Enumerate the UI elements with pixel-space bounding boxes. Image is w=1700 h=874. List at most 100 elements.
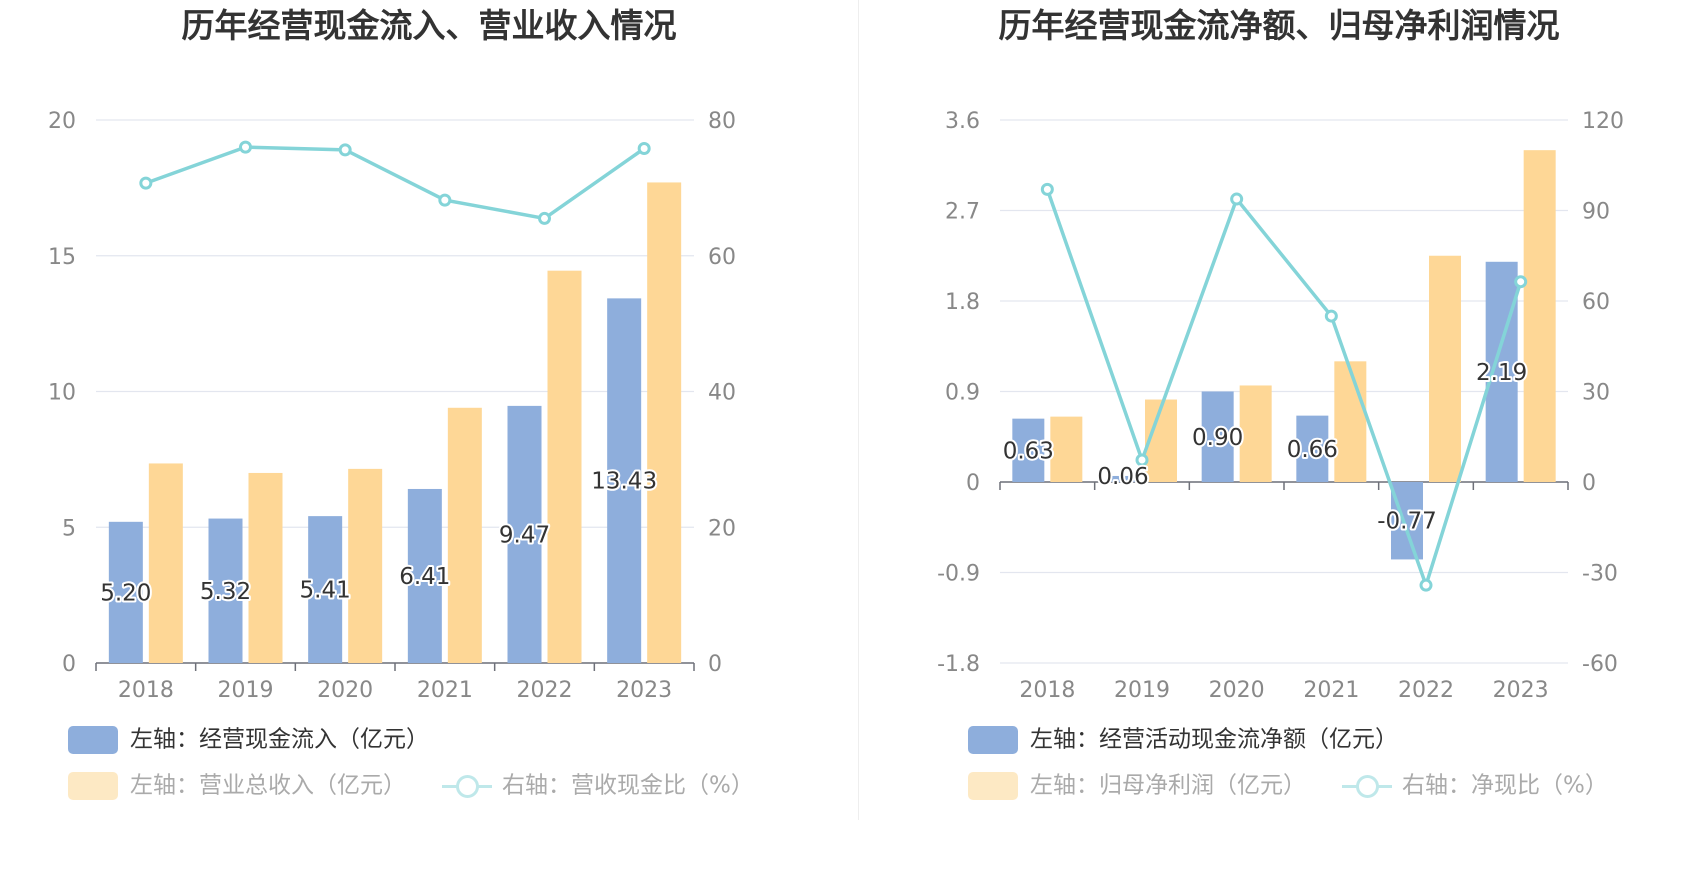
- legend-swatch-bar: [968, 771, 1018, 800]
- y-tick-label-right: -30: [1582, 562, 1618, 587]
- y-tick-label-left: 0: [62, 652, 76, 677]
- x-tick-label: 2018: [1019, 678, 1075, 703]
- bar: [148, 463, 183, 663]
- x-tick-label: 2023: [616, 678, 672, 703]
- x-tick-label: 2020: [317, 678, 373, 703]
- bar: [1050, 416, 1083, 482]
- bar: [1429, 255, 1461, 482]
- line-point: [239, 140, 252, 154]
- bar-data-label: 0.63: [1003, 438, 1054, 464]
- bar: [547, 270, 582, 663]
- chart-title: 历年经营现金流入、营业收入情况: [181, 6, 677, 45]
- bar-data-label: 6.41: [399, 564, 450, 590]
- bar-data-label: 5.41: [300, 578, 351, 604]
- legend-label: 左轴：归母净利润（亿元）: [1030, 772, 1306, 799]
- y-tick-label-right: 20: [708, 516, 736, 541]
- bar: [208, 518, 243, 663]
- x-tick-label: 2021: [1303, 678, 1359, 703]
- bar-data-label: 5.32: [200, 579, 251, 605]
- line-point: [1040, 182, 1054, 196]
- bar: [507, 405, 542, 663]
- bar: [1201, 391, 1234, 482]
- bar: [1334, 361, 1367, 482]
- x-tick-label: 2019: [218, 678, 274, 703]
- bar: [248, 472, 283, 663]
- y-tick-label-left: -1.8: [937, 652, 980, 677]
- legend-item-operating-cash-inflow[interactable]: 左轴：经营现金流入（亿元）: [68, 724, 429, 755]
- bar: [1391, 482, 1423, 560]
- y-tick-label-left: 20: [48, 109, 76, 134]
- legend-swatch-bar: [968, 725, 1018, 754]
- y-tick-label-right: 40: [708, 381, 736, 406]
- y-tick-label-left: 2.7: [945, 200, 980, 225]
- y-tick-label-left: 15: [48, 245, 76, 270]
- x-tick-label: 2020: [1209, 678, 1265, 703]
- bar: [308, 516, 343, 663]
- y-tick-label-left: 10: [48, 381, 76, 406]
- y-tick-label-left: 0: [966, 471, 980, 496]
- line-point: [637, 142, 651, 156]
- line-point: [338, 143, 352, 157]
- legend-label: 右轴：净现比（%）: [1402, 772, 1608, 799]
- legend-swatch-bar: [68, 725, 118, 754]
- y-tick-label-left: -0.9: [937, 562, 980, 587]
- y-tick-label-right: 60: [708, 245, 736, 270]
- legend-swatch-bar: [68, 771, 118, 800]
- bar-data-label: 0.90: [1192, 425, 1243, 451]
- legend-item-revenue-cash-ratio[interactable]: 右轴：营收现金比（%）: [442, 770, 754, 801]
- x-tick-label: 2023: [1493, 678, 1549, 703]
- bar-data-label: -0.77: [1377, 509, 1437, 535]
- y-tick-label-right: 120: [1582, 109, 1624, 134]
- series-line: [145, 145, 646, 221]
- y-tick-label-right: 0: [708, 652, 722, 677]
- legend-swatch-line: [442, 772, 492, 800]
- series-line: [1045, 188, 1523, 591]
- chart-title: 历年经营现金流净额、归母净利润情况: [998, 6, 1560, 45]
- y-tick-label-right: 90: [1582, 200, 1610, 225]
- x-tick-label: 2022: [1398, 678, 1454, 703]
- y-tick-label-right: 0: [1582, 471, 1596, 496]
- chart-canvas: 0 5 10 15 20 0 20 40 60 80 2018 2019 2020 2021 2022 202…: [48, 109, 736, 703]
- chart-canvas: -1.8 -0.9 0 0.9 1.8 2.7 3.6 -60 -30 0 30 60 90 120 201…: [937, 109, 1624, 703]
- bar: [447, 407, 482, 663]
- line-point: [538, 211, 551, 225]
- y-tick-label-right: 60: [1582, 290, 1610, 315]
- bar: [1012, 418, 1045, 482]
- bar: [1523, 150, 1556, 482]
- legend-item-total-revenue[interactable]: 左轴：营业总收入（亿元）: [68, 770, 406, 801]
- panel-divider: [858, 0, 859, 820]
- legend-item-net-operating-cashflow[interactable]: 左轴：经营活动现金流净额（亿元）: [968, 724, 1398, 755]
- legend-item-net-profit[interactable]: 左轴：归母净利润（亿元）: [968, 770, 1306, 801]
- x-tick-label: 2022: [517, 678, 573, 703]
- y-tick-label-right: 80: [708, 109, 736, 134]
- bar-data-label: 2.19: [1476, 360, 1527, 386]
- x-tick-label: 2018: [118, 678, 174, 703]
- y-tick-label-left: 3.6: [945, 109, 980, 134]
- line-point: [1419, 578, 1433, 592]
- legend-item-net-cash-ratio[interactable]: 右轴：净现比（%）: [1342, 770, 1608, 801]
- legend-label: 左轴：营业总收入（亿元）: [130, 772, 406, 799]
- x-tick-label: 2021: [417, 678, 473, 703]
- bar: [348, 468, 383, 663]
- line-point: [1135, 453, 1149, 467]
- chart-panel-cashflow-revenue: 历年经营现金流入、营业收入情况 0 5 10 15 20 0 20 40 60 80 2018 201…: [48, 6, 754, 801]
- chart-panel-net-cashflow-profit: 历年经营现金流净额、归母净利润情况 -1.8 -0.9 0 0.9 1.8 2.7 3.6-…: [858, 0, 1700, 874]
- x-tick-label: 2019: [1114, 678, 1170, 703]
- line-point: [1514, 275, 1528, 289]
- legend-label: 右轴：营收现金比（%）: [502, 772, 754, 799]
- line-point: [1324, 309, 1338, 323]
- bar-data-label: 13.43: [591, 469, 657, 495]
- y-tick-label-left: 0.9: [945, 381, 980, 406]
- y-tick-label-right: 30: [1582, 381, 1610, 406]
- y-tick-label-right: -60: [1582, 652, 1618, 677]
- bar: [108, 521, 143, 663]
- bar-data-label: 0.06: [1097, 464, 1148, 490]
- bar-data-label: 0.66: [1287, 437, 1338, 463]
- legend-label: 左轴：经营活动现金流净额（亿元）: [1030, 726, 1398, 753]
- legend-label: 左轴：经营现金流入（亿元）: [130, 726, 429, 753]
- bar: [1107, 475, 1139, 482]
- legend-swatch-line: [1342, 772, 1392, 800]
- bar: [407, 488, 442, 663]
- y-tick-label-left: 5: [62, 516, 76, 541]
- line-point: [1230, 192, 1244, 206]
